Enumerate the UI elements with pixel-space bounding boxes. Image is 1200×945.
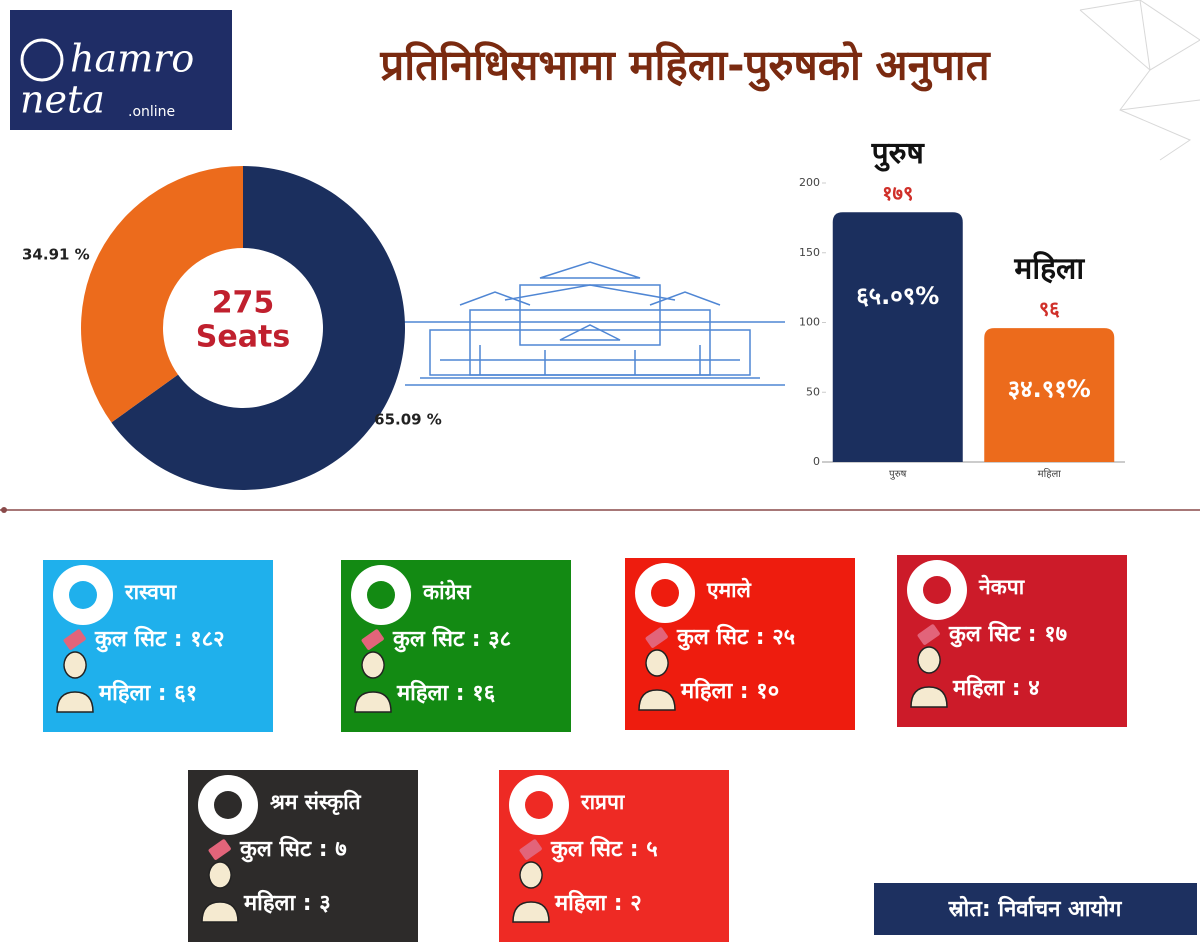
value-label: १७९ [882, 181, 913, 205]
party-symbol-inner [214, 791, 242, 819]
woman-icon [512, 861, 550, 923]
ticket-icon [208, 839, 231, 860]
slice-label: 34.91 % [22, 246, 90, 264]
party-card: रास्वपा कुल सिट : १८२ महिला : ६१ [43, 560, 273, 732]
bar [832, 212, 963, 462]
decoration [1079, 0, 1200, 161]
women-text: महिला : १६ [396, 679, 496, 706]
party-name: नेकपा [978, 574, 1026, 599]
source: स्रोत: निर्वाचन आयोग [948, 895, 1123, 922]
inner-label: ३४.९१% [1008, 375, 1091, 403]
value-label: ९६ [1039, 297, 1060, 321]
category-header: पुरुष [871, 136, 926, 172]
bar [984, 328, 1115, 462]
woman-icon [354, 651, 392, 713]
seats-text: कुल सिट : १७ [948, 620, 1067, 648]
slice-label: 65.09 % [374, 411, 442, 429]
y-tick-label: 100 [799, 316, 820, 329]
party-card: राप्रपा कुल सिट : ५ महिला : २ [499, 770, 729, 942]
parliament-drawing [400, 261, 785, 386]
y-tick-label: 200 [799, 176, 820, 189]
y-tick-label: 150 [799, 246, 820, 259]
ticket-icon [361, 629, 384, 650]
seats-text: कुल सिट : ५ [550, 835, 658, 863]
logo-globe [20, 38, 64, 82]
donut-slice [81, 166, 243, 423]
party-name: राप्रपा [580, 790, 626, 814]
women-text: महिला : ४ [952, 674, 1040, 701]
women-text: महिला : २ [554, 889, 642, 916]
party-card: कांग्रेस कुल सिट : ३८ महिला : १६ [341, 560, 571, 732]
source-box [874, 883, 1197, 935]
seats-text: कुल सिट : ७ [239, 835, 347, 863]
seats-text: कुल सिट : ३८ [392, 625, 511, 653]
center-label: Seats [196, 320, 290, 355]
party-symbol-inner [525, 791, 553, 819]
party-name: रास्वपा [124, 580, 178, 604]
x-tick-label: पुरुष [889, 469, 907, 480]
logo-text: neta [20, 78, 105, 122]
center-value: 275 [212, 286, 275, 321]
x-tick-label: महिला [1038, 468, 1062, 480]
ticket-icon [645, 627, 668, 648]
woman-icon [56, 651, 94, 713]
party-symbol-inner [367, 581, 395, 609]
party-name: एमाले [706, 577, 752, 602]
woman-icon [910, 646, 948, 708]
y-tick-label: 50 [806, 385, 820, 398]
party-symbol-inner [651, 579, 679, 607]
party-symbol-inner [923, 576, 951, 604]
party-card: श्रम संस्कृति कुल सिट : ७ महिला : ३ [188, 770, 418, 942]
woman-icon [201, 861, 239, 923]
logo-box [10, 10, 232, 130]
party-name: कांग्रेस [422, 579, 471, 604]
party-name: श्रम संस्कृति [270, 789, 362, 816]
logo-text: hamro [70, 37, 194, 81]
y-tick-label: 0 [813, 455, 820, 468]
party-card: एमाले कुल सिट : २५ महिला : १० [625, 558, 855, 730]
donut-slice [111, 166, 405, 491]
women-text: महिला : १० [680, 677, 779, 704]
women-text: महिला : ६१ [98, 679, 197, 706]
party-card: नेकपा कुल सिट : १७ महिला : ४ [897, 555, 1127, 727]
seats-text: कुल सिट : १८२ [94, 625, 225, 653]
ticket-icon [917, 624, 940, 645]
title: प्रतिनिधिसभामा महिला-पुरुषको अनुपात [379, 41, 991, 92]
ticket-icon [63, 629, 86, 650]
women-text: महिला : ३ [243, 889, 331, 916]
inner-label: ६५.०९% [856, 282, 939, 310]
woman-icon [638, 649, 676, 711]
logo-text: .online [128, 104, 175, 120]
seats-text: कुल सिट : २५ [676, 623, 795, 651]
divider-dot [1, 507, 7, 513]
party-symbol-inner [69, 581, 97, 609]
category-header: महिला [1013, 251, 1085, 287]
ticket-icon [519, 839, 542, 860]
